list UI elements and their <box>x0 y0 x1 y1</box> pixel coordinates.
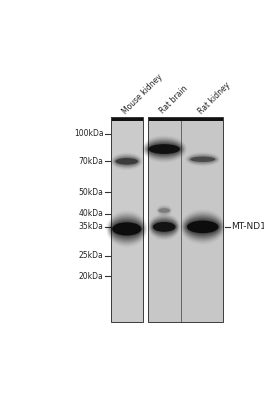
Ellipse shape <box>153 222 176 232</box>
Text: MT-ND1: MT-ND1 <box>232 222 264 231</box>
Ellipse shape <box>150 217 178 237</box>
Ellipse shape <box>145 140 183 158</box>
Ellipse shape <box>114 156 139 166</box>
Ellipse shape <box>187 220 219 233</box>
Text: Rat kidney: Rat kidney <box>196 80 232 116</box>
Ellipse shape <box>109 216 145 242</box>
Ellipse shape <box>185 217 220 236</box>
Ellipse shape <box>110 219 143 239</box>
Ellipse shape <box>146 141 183 157</box>
Ellipse shape <box>148 143 181 155</box>
Ellipse shape <box>147 142 182 156</box>
Ellipse shape <box>107 213 146 244</box>
Ellipse shape <box>144 139 184 159</box>
Ellipse shape <box>144 138 185 160</box>
Ellipse shape <box>186 218 220 235</box>
Ellipse shape <box>182 213 223 241</box>
Ellipse shape <box>152 220 176 234</box>
Ellipse shape <box>183 214 223 240</box>
Ellipse shape <box>190 156 216 162</box>
Text: 100kDa: 100kDa <box>74 129 103 138</box>
Text: 70kDa: 70kDa <box>79 157 103 166</box>
Ellipse shape <box>114 156 140 167</box>
Ellipse shape <box>159 208 170 213</box>
Ellipse shape <box>184 215 222 238</box>
Ellipse shape <box>150 216 179 238</box>
Bar <box>148 117 223 322</box>
Bar <box>148 117 223 322</box>
Ellipse shape <box>153 221 176 233</box>
Text: Rat brain: Rat brain <box>158 84 189 116</box>
Ellipse shape <box>108 214 146 243</box>
Text: 20kDa: 20kDa <box>79 272 103 280</box>
Ellipse shape <box>152 220 177 234</box>
Ellipse shape <box>189 155 217 163</box>
Ellipse shape <box>147 142 181 156</box>
Ellipse shape <box>109 217 144 241</box>
Ellipse shape <box>182 212 224 242</box>
Ellipse shape <box>184 216 221 238</box>
Ellipse shape <box>151 219 177 235</box>
Text: Mouse kidney: Mouse kidney <box>120 72 164 116</box>
Ellipse shape <box>115 157 139 166</box>
Text: 50kDa: 50kDa <box>79 188 103 196</box>
Bar <box>111 117 143 322</box>
Ellipse shape <box>110 218 144 240</box>
Ellipse shape <box>112 221 142 237</box>
Ellipse shape <box>188 155 217 164</box>
Ellipse shape <box>113 155 140 167</box>
Ellipse shape <box>186 220 219 234</box>
Ellipse shape <box>150 218 178 236</box>
Text: 40kDa: 40kDa <box>79 209 103 218</box>
Ellipse shape <box>112 222 142 236</box>
Ellipse shape <box>143 138 185 160</box>
Ellipse shape <box>115 158 139 165</box>
Ellipse shape <box>149 216 179 238</box>
Bar <box>148 117 223 121</box>
Text: 35kDa: 35kDa <box>79 222 103 231</box>
Ellipse shape <box>111 220 143 238</box>
Bar <box>111 117 143 322</box>
Ellipse shape <box>190 157 215 162</box>
Ellipse shape <box>189 156 216 163</box>
Text: 25kDa: 25kDa <box>79 251 103 260</box>
Ellipse shape <box>116 158 138 165</box>
Ellipse shape <box>148 144 180 154</box>
Bar <box>111 117 143 121</box>
